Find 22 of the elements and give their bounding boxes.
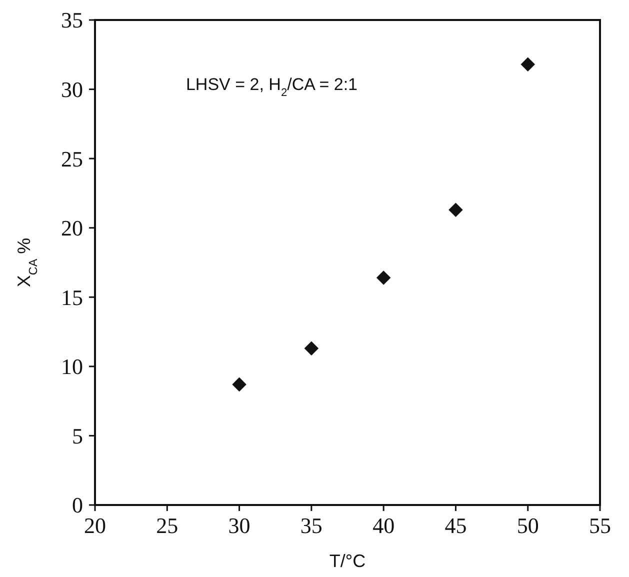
x-tick-label: 40	[372, 513, 395, 538]
y-tick-label: 20	[61, 216, 83, 241]
y-tick-label: 25	[61, 146, 83, 172]
x-tick-label: 35	[300, 513, 322, 538]
point	[304, 341, 319, 356]
y-tick-label: 30	[61, 76, 83, 102]
y-tick-label: 0	[72, 492, 83, 518]
x-tick-label: 25	[156, 513, 178, 538]
point	[376, 270, 391, 285]
y-tick-label: 10	[61, 354, 83, 380]
point	[232, 377, 246, 392]
y-tick-label: 15	[61, 284, 83, 310]
x-tick-label: 30	[228, 513, 250, 538]
x-tick-label: 50	[516, 513, 539, 538]
point	[448, 202, 463, 217]
annotation: LHSV = 2, H$_{2}$/CA = 2:1	[186, 75, 358, 99]
x-tick-label: 45	[444, 513, 467, 538]
point	[520, 57, 535, 72]
x-tick-label: 55	[589, 513, 611, 538]
y-tick-label: 35	[61, 8, 83, 33]
x-axis-title: T/°C	[329, 551, 366, 571]
y-tick-label: 5	[72, 423, 83, 448]
